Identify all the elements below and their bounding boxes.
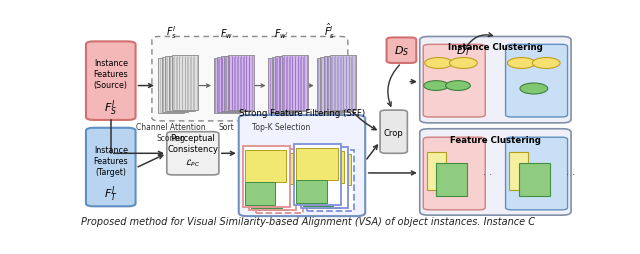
Text: Sort: Sort [219,123,235,132]
FancyBboxPatch shape [428,153,446,190]
FancyBboxPatch shape [251,153,292,185]
FancyBboxPatch shape [509,153,528,190]
FancyBboxPatch shape [221,57,246,112]
FancyBboxPatch shape [162,58,188,113]
FancyBboxPatch shape [330,56,356,110]
FancyBboxPatch shape [172,56,198,110]
FancyBboxPatch shape [244,150,286,182]
FancyBboxPatch shape [327,56,353,111]
FancyBboxPatch shape [296,149,338,180]
FancyBboxPatch shape [255,152,303,213]
FancyBboxPatch shape [86,42,136,120]
FancyBboxPatch shape [169,56,195,111]
Text: Strong Feature Filtering (SFF): Strong Feature Filtering (SFF) [239,108,365,118]
FancyBboxPatch shape [249,150,296,210]
FancyBboxPatch shape [519,164,550,196]
FancyBboxPatch shape [423,138,485,210]
FancyBboxPatch shape [294,145,341,205]
Text: Crop: Crop [384,128,404,137]
Text: Channel Attention
Scoring: Channel Attention Scoring [136,123,206,142]
Circle shape [520,84,548,95]
Text: Instance
Features
(Source): Instance Features (Source) [93,59,128,90]
FancyBboxPatch shape [423,45,485,118]
FancyBboxPatch shape [257,156,299,187]
FancyBboxPatch shape [243,147,290,208]
FancyBboxPatch shape [380,111,408,154]
FancyBboxPatch shape [506,138,568,210]
FancyBboxPatch shape [244,183,275,205]
Text: Instance
Features
(Target): Instance Features (Target) [93,145,128,176]
Text: $F_{w'}$: $F_{w'}$ [274,27,289,41]
FancyBboxPatch shape [436,164,467,196]
FancyBboxPatch shape [387,38,416,64]
Text: $F_T^I$: $F_T^I$ [104,184,118,203]
FancyBboxPatch shape [269,59,294,114]
FancyBboxPatch shape [296,181,327,203]
Circle shape [445,81,470,91]
FancyBboxPatch shape [303,151,344,183]
FancyBboxPatch shape [214,59,240,114]
Circle shape [449,58,477,69]
FancyBboxPatch shape [158,59,184,114]
FancyBboxPatch shape [152,37,348,121]
Circle shape [508,58,535,69]
Circle shape [532,58,560,69]
Text: $F_S^I$: $F_S^I$ [104,98,117,118]
Text: Feature Clustering: Feature Clustering [450,135,541,144]
FancyBboxPatch shape [506,45,568,118]
FancyBboxPatch shape [228,56,253,110]
FancyBboxPatch shape [324,57,349,112]
FancyBboxPatch shape [165,57,191,112]
Text: · ·: · · [566,169,575,179]
Text: $F_s^I$: $F_s^I$ [166,24,177,41]
Text: $F_w$: $F_w$ [220,27,234,41]
Circle shape [424,81,449,91]
FancyBboxPatch shape [317,59,342,114]
FancyBboxPatch shape [303,183,333,206]
Text: Proposed method for Visual Similarity-based Alignment (VSA) of object instances.: Proposed method for Visual Similarity-ba… [81,216,535,226]
FancyBboxPatch shape [301,148,348,208]
Text: Top-K Selection: Top-K Selection [252,123,310,132]
FancyBboxPatch shape [309,186,340,209]
FancyBboxPatch shape [86,128,136,207]
FancyBboxPatch shape [167,132,219,175]
Circle shape [425,58,452,69]
FancyBboxPatch shape [257,188,288,211]
FancyBboxPatch shape [420,129,571,215]
FancyBboxPatch shape [225,56,250,111]
Text: Perceptual
Consistency
$\mathcal{L}_{PC}$: Perceptual Consistency $\mathcal{L}_{PC}… [167,133,218,168]
Text: Instance Clustering: Instance Clustering [448,43,543,52]
FancyBboxPatch shape [275,57,301,112]
FancyBboxPatch shape [449,38,479,64]
FancyBboxPatch shape [239,116,365,216]
FancyBboxPatch shape [320,58,346,113]
FancyBboxPatch shape [282,56,308,110]
Text: $D_T$: $D_T$ [456,44,472,58]
FancyBboxPatch shape [420,37,571,123]
FancyBboxPatch shape [309,154,351,185]
FancyBboxPatch shape [307,150,355,211]
FancyBboxPatch shape [272,58,298,113]
FancyBboxPatch shape [251,185,282,208]
Text: · ·: · · [483,169,492,179]
Text: $D_S$: $D_S$ [394,44,409,58]
FancyBboxPatch shape [218,58,243,113]
Text: $\hat{F}_s^I$: $\hat{F}_s^I$ [324,22,335,41]
FancyBboxPatch shape [279,56,305,111]
